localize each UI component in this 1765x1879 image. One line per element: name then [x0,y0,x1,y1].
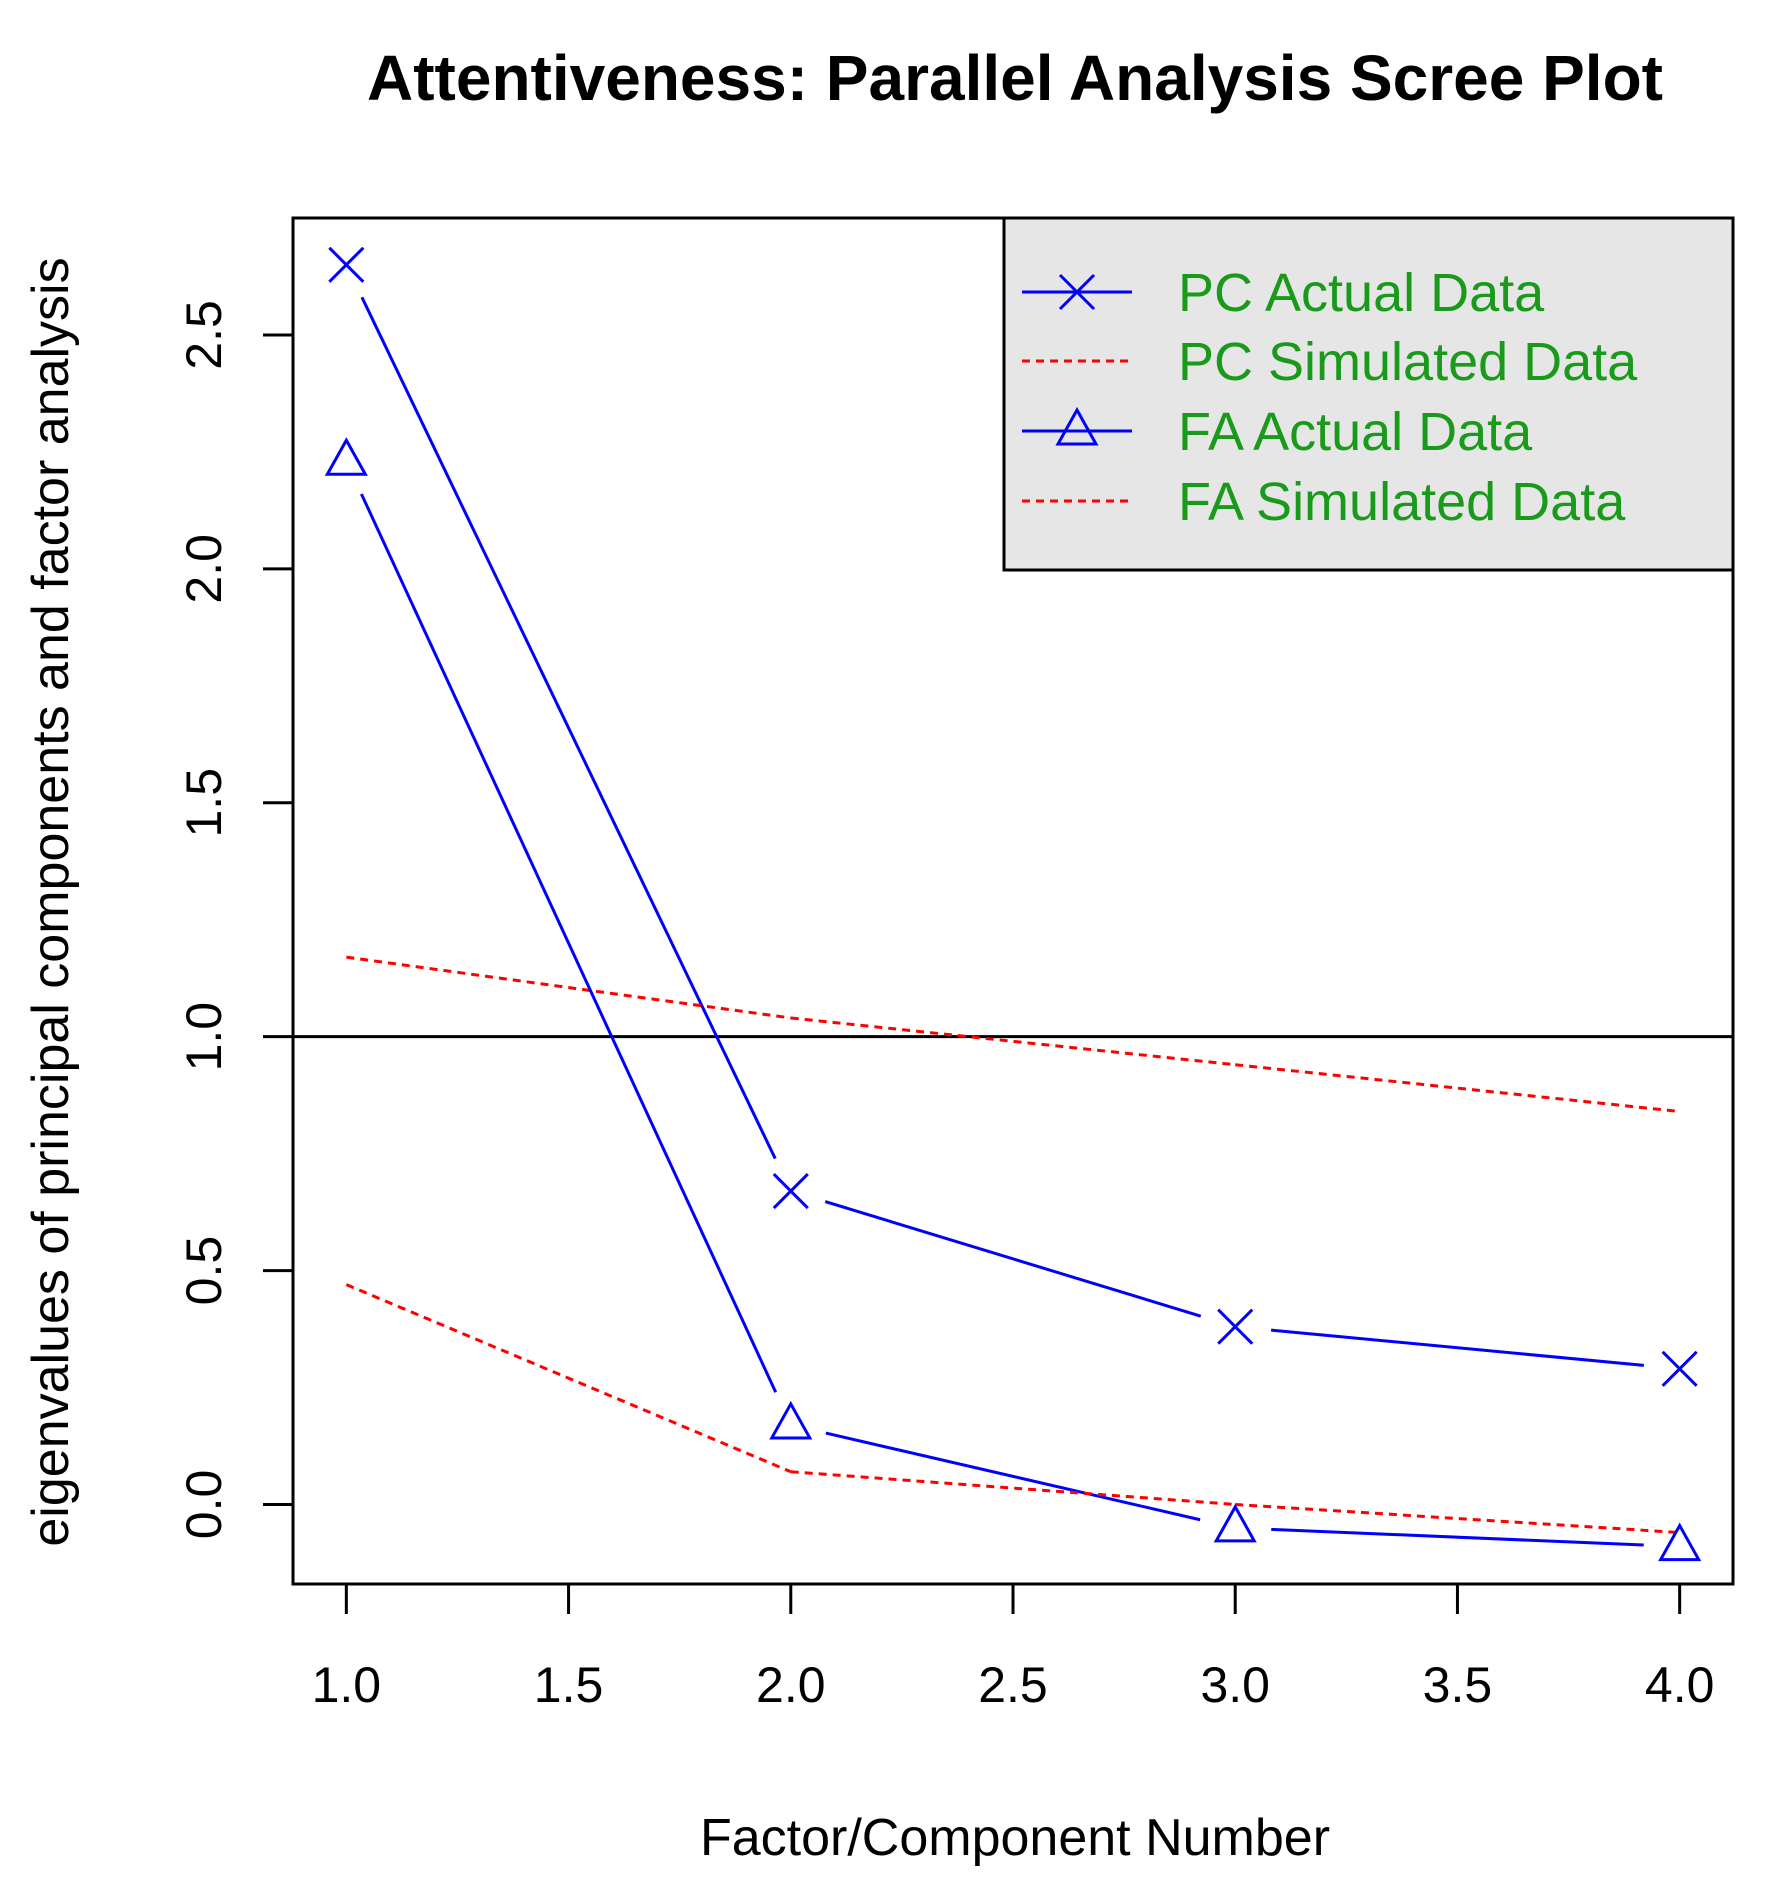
series-segment [790,1016,1236,1067]
series-pc-actual-data [360,296,1644,1367]
y-tick-label: 1.0 [176,1002,232,1072]
series-fa-actual-data [360,493,1644,1547]
series-layer [345,296,1680,1547]
y-axis-label: eigenvalues of principal components and … [22,257,80,1546]
y-axis: 0.0 0.5 1.0 1.5 2.0 2.5 [176,300,295,1540]
data-point-x [328,246,365,283]
y-tick-label: 2.0 [176,534,232,604]
legend-item: FA Actual Data [1022,402,1533,462]
legend-box [1002,216,1735,572]
series-segment [346,955,791,1020]
legend-item: PC Simulated Data [1022,332,1638,392]
legend-label: PC Actual Data [1178,263,1545,323]
legend-marker-x [1058,273,1096,311]
x-tick-label: 1.0 [312,1657,382,1713]
data-point-x [772,1172,809,1210]
y-tick-label: 1.5 [176,768,232,838]
series-pc-simulated-data [346,955,1680,1114]
data-point-triangle [1658,1522,1702,1562]
series-fa-simulated-data [345,1283,1680,1535]
y-tick-label: 0.0 [176,1470,232,1540]
series-segment [345,1283,792,1474]
legend-label: FA Actual Data [1178,402,1533,462]
legend: PC Actual Data PC Simulated Data FA Actua… [1002,216,1735,572]
x-axis: 1.0 1.5 2.0 2.5 3.0 3.5 4.0 [312,1582,1715,1713]
data-point-triangle [769,1400,813,1440]
legend-label: PC Simulated Data [1178,332,1638,392]
marker-layer [324,246,1702,1562]
data-point-triangle [1213,1503,1257,1543]
series-segment [825,1431,1201,1522]
x-axis-label: Factor/Component Number [700,1809,1330,1867]
series-segment [1235,1502,1680,1535]
series-segment [790,1470,1236,1506]
chart-title: Attentiveness: Parallel Analysis Scree P… [367,42,1663,114]
y-tick-label: 2.5 [176,300,232,370]
series-segment [1270,1328,1644,1367]
series-segment [1271,1527,1644,1547]
data-point-x [1217,1308,1254,1345]
series-segment [1235,1063,1680,1114]
legend-label: FA Simulated Data [1178,472,1626,532]
x-tick-label: 3.5 [1423,1657,1493,1713]
data-point-triangle [324,437,368,476]
legend-item: FA Simulated Data [1022,472,1626,532]
x-tick-label: 3.0 [1200,1657,1270,1713]
series-segment [360,296,777,1160]
legend-marker-triangle [1055,406,1099,446]
x-tick-label: 4.0 [1645,1657,1715,1713]
x-tick-label: 2.0 [756,1657,826,1713]
x-tick-label: 1.5 [534,1657,604,1713]
x-tick-label: 2.5 [978,1657,1048,1713]
series-segment [360,493,778,1393]
legend-item: PC Actual Data [1022,263,1545,323]
y-tick-label: 0.5 [176,1236,232,1306]
series-segment [824,1200,1202,1318]
data-point-x [1661,1350,1698,1387]
